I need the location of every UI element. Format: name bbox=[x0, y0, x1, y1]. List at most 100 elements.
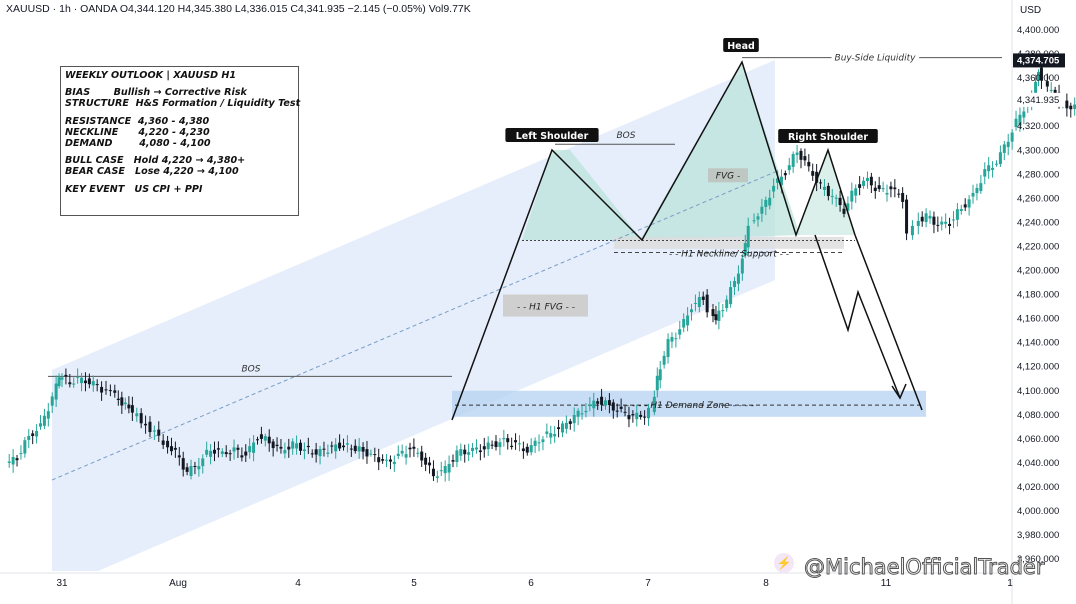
candle-body bbox=[752, 220, 756, 222]
candle-body bbox=[623, 411, 627, 413]
low-value: L4,336.015 bbox=[234, 3, 288, 15]
candle-body bbox=[388, 459, 392, 462]
head-shoulders-path bbox=[451, 60, 856, 421]
candle-body bbox=[721, 310, 725, 312]
candle-body bbox=[521, 448, 525, 452]
candle-body bbox=[396, 453, 400, 456]
time-tick-label: 1 bbox=[1007, 578, 1013, 589]
candle-body bbox=[471, 447, 475, 452]
change-value: −2.145 (−0.05%) bbox=[347, 3, 426, 15]
candle-body bbox=[838, 197, 842, 206]
candle-body bbox=[655, 375, 659, 391]
exchange: OANDA bbox=[80, 3, 117, 15]
candle-body bbox=[560, 423, 564, 433]
candle-body bbox=[15, 458, 19, 461]
candle-body bbox=[91, 381, 95, 386]
price-tick-label: 4,240.000 bbox=[1017, 217, 1059, 228]
candle-body bbox=[318, 449, 322, 457]
candle-body bbox=[928, 215, 932, 219]
candle-body bbox=[643, 416, 647, 418]
left-shoulder-area bbox=[522, 150, 642, 240]
candle-body bbox=[693, 302, 697, 304]
candle-body bbox=[768, 197, 772, 206]
candle-body bbox=[127, 404, 131, 409]
candle-body bbox=[302, 449, 306, 452]
candle-body bbox=[123, 402, 127, 405]
outlook-bias: BIAS Bullish → Corrective Risk bbox=[65, 87, 247, 99]
candle-body bbox=[850, 190, 854, 202]
candle-body bbox=[564, 422, 568, 429]
price-tick-label: 4,180.000 bbox=[1017, 290, 1059, 301]
close-value: C4,341.935 bbox=[290, 3, 345, 15]
candle-body bbox=[19, 453, 23, 455]
candle-body bbox=[116, 398, 120, 400]
candle-body bbox=[385, 459, 389, 461]
candle-body bbox=[463, 449, 467, 455]
candle-body bbox=[177, 455, 181, 458]
candle-body bbox=[400, 450, 404, 454]
candle-body bbox=[256, 439, 259, 441]
candle-body bbox=[259, 434, 263, 439]
candle-body bbox=[600, 396, 604, 405]
candle-body bbox=[27, 435, 31, 440]
price-tick-label: 4,100.000 bbox=[1017, 386, 1059, 397]
candle-body bbox=[46, 411, 50, 419]
candle-body bbox=[545, 431, 549, 434]
candle-body bbox=[920, 216, 924, 222]
trend-line-dashed bbox=[51, 171, 776, 481]
candle-body bbox=[877, 185, 881, 190]
currency-label[interactable]: USD bbox=[1020, 5, 1042, 16]
candle-body bbox=[322, 448, 326, 450]
candle-body bbox=[205, 449, 209, 455]
candle-body bbox=[314, 449, 318, 455]
candle-body bbox=[690, 309, 694, 313]
candle-body bbox=[1037, 71, 1041, 81]
right-shoulder-label-text: Right Shoulder bbox=[788, 132, 868, 143]
candle-body bbox=[705, 294, 709, 313]
candle-body bbox=[502, 438, 506, 440]
price-tick-label: 4,000.000 bbox=[1017, 506, 1059, 517]
candle-body bbox=[576, 410, 580, 417]
candle-body bbox=[854, 188, 858, 196]
candle-body bbox=[287, 446, 291, 450]
interval[interactable]: 1h bbox=[59, 3, 71, 15]
candle-body bbox=[940, 221, 944, 225]
candle-body bbox=[216, 448, 220, 450]
candle-body bbox=[373, 454, 377, 456]
candle-body bbox=[361, 447, 365, 452]
candle-body bbox=[701, 296, 705, 300]
candle-body bbox=[639, 414, 643, 417]
price-tick-label: 4,160.000 bbox=[1017, 314, 1059, 325]
candle-body bbox=[603, 400, 607, 406]
candle-body bbox=[951, 219, 955, 221]
candle-body bbox=[686, 315, 690, 326]
candle-body bbox=[494, 441, 498, 448]
candle-body bbox=[299, 442, 303, 451]
candle-body bbox=[885, 192, 889, 195]
candle-body bbox=[725, 299, 729, 309]
candle-body bbox=[994, 163, 998, 165]
candle-body bbox=[267, 436, 271, 444]
candle-body bbox=[819, 182, 823, 184]
candle-body bbox=[404, 454, 408, 458]
candle-body bbox=[357, 446, 361, 452]
outlook-bear-case: BEAR CASE Lose 4,220 → 4,100 bbox=[65, 166, 239, 178]
candle-body bbox=[130, 405, 134, 413]
candle-body bbox=[345, 443, 349, 445]
volume-value: Vol9.77K bbox=[428, 3, 471, 15]
candle-body bbox=[83, 380, 87, 384]
candle-body bbox=[185, 467, 189, 472]
candle-body bbox=[193, 465, 197, 467]
candle-body bbox=[244, 451, 248, 456]
candle-body bbox=[776, 178, 780, 183]
candle-body bbox=[42, 415, 46, 426]
candle-body bbox=[717, 310, 721, 322]
candle-body bbox=[482, 446, 486, 450]
candle-body bbox=[711, 309, 715, 317]
candle-body bbox=[263, 436, 267, 441]
symbol-name[interactable]: XAUUSD bbox=[6, 3, 50, 15]
candle-body bbox=[787, 165, 791, 171]
candle-body bbox=[830, 195, 834, 197]
candle-body bbox=[944, 221, 948, 224]
